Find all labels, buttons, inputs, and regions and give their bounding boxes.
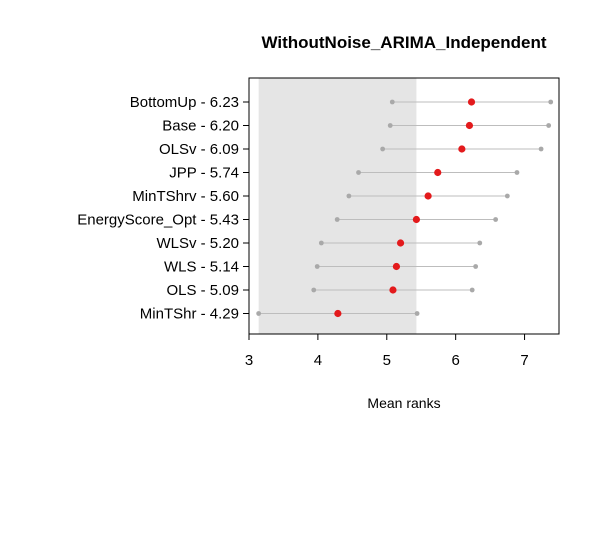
- interval-upper-point: [493, 217, 499, 222]
- mean-rank-point: [392, 262, 401, 271]
- y-axis: BottomUp - 6.23 Base - 6.20 OLSv - 6.09 JPP…: [77, 94, 249, 323]
- y-tick-label: Base - 6.20: [162, 118, 239, 135]
- mean-rank-point: [396, 239, 405, 247]
- interval-upper-point: [504, 193, 510, 199]
- interval-lower-point: [256, 311, 262, 316]
- mean-rank-point: [467, 98, 476, 106]
- mean-rank-point: [458, 145, 466, 153]
- y-tick-label: OLSv - 6.09: [159, 141, 239, 158]
- y-tick-label: WLS - 5.14: [164, 259, 239, 276]
- mean-rank-point: [412, 215, 420, 224]
- x-tick-label: 3: [245, 352, 253, 369]
- y-tick-label: JPP - 5.74: [169, 165, 239, 182]
- interval-lower-point: [346, 193, 352, 199]
- x-tick-label: 7: [520, 352, 528, 369]
- interval-upper-point: [514, 170, 520, 175]
- interval-lower-point: [311, 287, 317, 293]
- x-tick-label: 4: [314, 352, 322, 369]
- interval-lower-point: [314, 264, 320, 269]
- x-axis-label: Mean ranks: [367, 395, 440, 411]
- critical-difference-band-layer: [258, 78, 417, 334]
- interval-upper-point: [548, 99, 554, 105]
- interval-upper-point: [469, 287, 475, 293]
- interval-upper-point: [477, 240, 483, 246]
- mean-rank-point: [465, 121, 474, 130]
- interval-lower-point: [318, 240, 324, 246]
- interval-upper-point: [473, 264, 479, 269]
- y-tick-label: BottomUp - 6.23: [130, 94, 239, 111]
- y-tick-label: OLS - 5.09: [166, 282, 239, 299]
- interval-lower-point: [389, 99, 395, 105]
- y-tick-label: EnergyScore_Opt - 5.43: [77, 212, 239, 229]
- interval-upper-point: [538, 146, 544, 152]
- x-tick-label: 5: [383, 352, 391, 369]
- mean-rank-point: [389, 286, 397, 294]
- interval-upper-point: [546, 123, 552, 128]
- interval-lower-point: [380, 146, 386, 152]
- interval-lower-point: [356, 170, 361, 175]
- mean-rank-point: [434, 168, 442, 177]
- mean-rank-point-layer: [334, 98, 476, 318]
- interval-lower-point: [334, 217, 340, 222]
- critical-difference-band: [258, 78, 417, 334]
- x-axis: 3 4 5 6 7: [245, 333, 529, 369]
- mean-rank-point: [424, 192, 432, 200]
- interval-lower-point: [387, 123, 393, 128]
- x-tick-label: 6: [451, 352, 459, 369]
- y-tick-label: MinTShrv - 5.60: [132, 188, 239, 205]
- interval-upper-point: [414, 311, 420, 316]
- y-tick-label: MinTShr - 4.29: [140, 306, 239, 323]
- y-tick-label: WLSv - 5.20: [156, 235, 239, 252]
- chart-title: WithoutNoise_ARIMA_Independent: [261, 33, 546, 52]
- mean-rank-point: [334, 309, 342, 318]
